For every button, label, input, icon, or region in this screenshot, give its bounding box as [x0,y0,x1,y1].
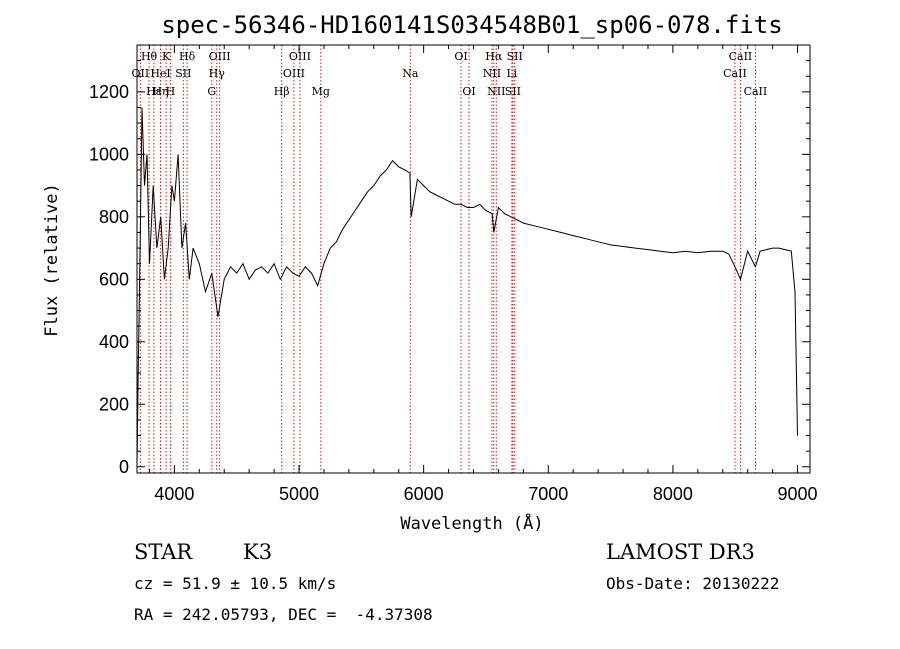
spectral-line-label: Hη [152,85,168,98]
spectral-line-labels: Hθ K Hδ OIII OIII OI Hα SII CaII OII HeI SII Hγ OIII N… [132,50,768,98]
spectral-line-label: OIII [209,50,231,63]
chart-title: spec-56346-HD160141S034548B01_sp06-078.f… [161,11,782,39]
obs-date: Obs-Date: 20130222 [606,574,779,593]
spectral-line-label: Hβ [274,85,290,98]
spectral-line-label: OII [132,67,150,80]
y-tick-label: 600 [99,269,129,289]
spectral-line-label: CaII [744,85,768,98]
spectral-line-label: SII [505,85,521,98]
spectral-line-label: Na [402,67,419,80]
x-tick-label: 6000 [404,484,444,504]
x-axis-label: Wavelength (Å) [400,512,543,534]
y-tick-label: 1000 [89,144,129,164]
spectral-line-label: CaII [723,67,747,80]
spectral-line-label: G [207,85,216,98]
x-tick-label: 9000 [778,484,818,504]
spectral-line-label: Mg [312,85,330,98]
spectral-line-label: Hα [485,50,503,63]
x-axis-ticks: 4000 5000 6000 7000 8000 9000 [148,45,818,504]
x-tick-label: 7000 [528,484,568,504]
spectral-line-label: Hε [146,85,162,98]
y-tick-label: 1200 [89,82,129,102]
spectral-line-label: CaII [729,50,753,63]
redshift-readout: cz = 51.9 ± 10.5 km/s [134,574,336,593]
spectral-line-label: Hδ [179,50,196,63]
spectral-line-label: SII [507,50,523,63]
spectral-line-label: OI [462,85,475,98]
spectral-line-label: NII [487,85,505,98]
y-tick-label: 800 [99,207,129,227]
x-tick-label: 5000 [279,484,319,504]
spectral-line-label: OI [454,50,467,63]
spectral-line-markers [139,45,756,473]
y-axis-ticks: 0 200 400 600 800 1000 1200 [89,60,810,477]
survey-name: LAMOST DR3 [606,540,755,564]
y-tick-label: 0 [119,457,129,477]
spectral-line-label: OIII [283,67,305,80]
plot-frame [136,44,811,474]
x-tick-label: 8000 [653,484,693,504]
y-tick-label: 400 [99,332,129,352]
spectral-line-label: H [166,85,176,98]
spectral-line-label: OIII [289,50,311,63]
y-tick-label: 200 [99,394,129,414]
spectral-line-label: K [162,50,171,63]
x-tick-label: 4000 [154,484,194,504]
spectral-line-label: Hγ [209,67,226,80]
spectral-line-label: Hθ [141,50,158,63]
y-axis-label: Flux (relative) [42,183,62,337]
coordinates-readout: RA = 242.05793, DEC = -4.37308 [134,605,433,624]
object-subclass: K3 [243,540,272,564]
spectral-line-label: HeI [150,67,170,80]
object-class: STAR [134,540,193,564]
spectral-line-label: Li [506,67,517,80]
spectral-line-label: NII [483,67,501,80]
spectral-line-label: SII [175,67,191,80]
spectrum-series-line [136,107,798,467]
